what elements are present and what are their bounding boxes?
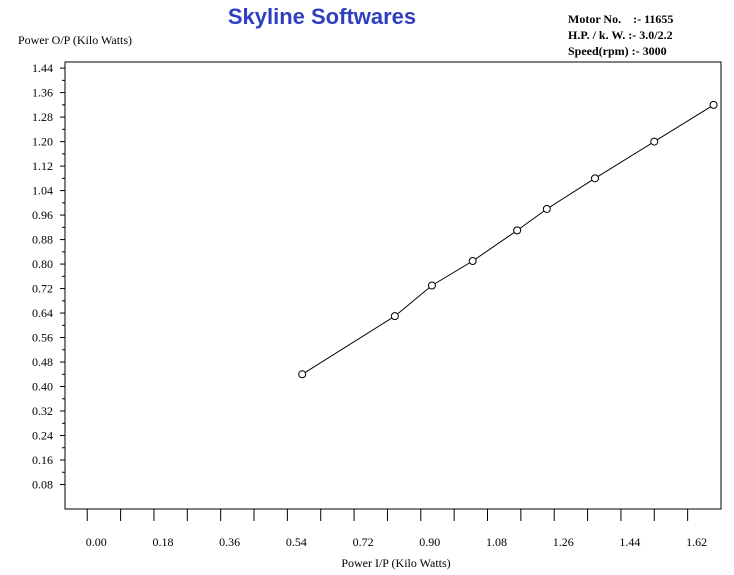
y-tick-label: 0.08	[32, 478, 53, 492]
y-tick-label: 1.28	[32, 110, 53, 124]
y-tick-label: 0.56	[32, 331, 53, 345]
y-tick-label: 0.88	[32, 233, 53, 247]
y-axis: 0.08 0.16 0.24 0.32 0.40 0.48 0.56 0.64 0.72 0.80…	[32, 61, 65, 492]
y-tick-label: 0.40	[32, 380, 53, 394]
motor-number: Motor No. :- 11655	[568, 12, 674, 26]
x-axis: 0.00 0.18 0.36 0.54 0.72 0.90 1.08 1.26 1.44 1.62	[86, 509, 707, 549]
x-tick-label: 1.44	[619, 535, 640, 549]
y-tick-label: 1.04	[32, 184, 53, 198]
y-axis-label: Power O/P (Kilo Watts)	[18, 33, 132, 47]
y-tick-label: 1.12	[32, 159, 53, 173]
x-tick-label: 1.26	[553, 535, 574, 549]
series-line	[301, 104, 714, 375]
data-point	[390, 312, 399, 321]
x-axis-label: Power I/P (Kilo Watts)	[341, 556, 450, 570]
y-tick-label: 0.48	[32, 355, 53, 369]
x-tick-label: 0.72	[353, 535, 374, 549]
x-tick-label: 0.18	[152, 535, 173, 549]
y-tick-label: 0.16	[32, 453, 53, 467]
y-tick-label: 0.96	[32, 208, 53, 222]
x-tick-label: 1.62	[686, 535, 707, 549]
data-point	[298, 370, 307, 379]
data-point	[468, 257, 477, 266]
y-tick-label: 0.72	[32, 282, 53, 296]
x-tick-label: 0.36	[219, 535, 240, 549]
x-tick-label: 0.54	[286, 535, 307, 549]
motor-speed: Speed(rpm) :- 3000	[568, 44, 667, 58]
data-point	[590, 174, 599, 183]
x-tick-label: 0.00	[86, 535, 107, 549]
x-tick-label: 0.90	[419, 535, 440, 549]
y-tick-label: 1.44	[32, 61, 53, 75]
y-tick-label: 1.36	[32, 86, 53, 100]
motor-hp-kw: H.P. / k. W. :- 3.0/2.2	[568, 28, 673, 42]
data-points	[298, 100, 718, 379]
data-point	[513, 226, 522, 235]
chart-title: Skyline Softwares	[227, 4, 417, 29]
x-tick-label: 1.08	[486, 535, 507, 549]
y-tick-label: 1.20	[32, 135, 53, 149]
data-point	[427, 281, 436, 290]
data-point	[650, 137, 659, 146]
motor-info: Motor No. :- 11655 H.P. / k. W. :- 3.0/2.…	[568, 11, 673, 59]
data-point	[709, 100, 718, 109]
y-tick-label: 0.80	[32, 257, 53, 271]
y-tick-label: 0.64	[32, 306, 53, 320]
data-point	[542, 204, 551, 213]
y-tick-label: 0.24	[32, 429, 53, 443]
plot-frame	[64, 61, 722, 510]
y-tick-label: 0.32	[32, 404, 53, 418]
